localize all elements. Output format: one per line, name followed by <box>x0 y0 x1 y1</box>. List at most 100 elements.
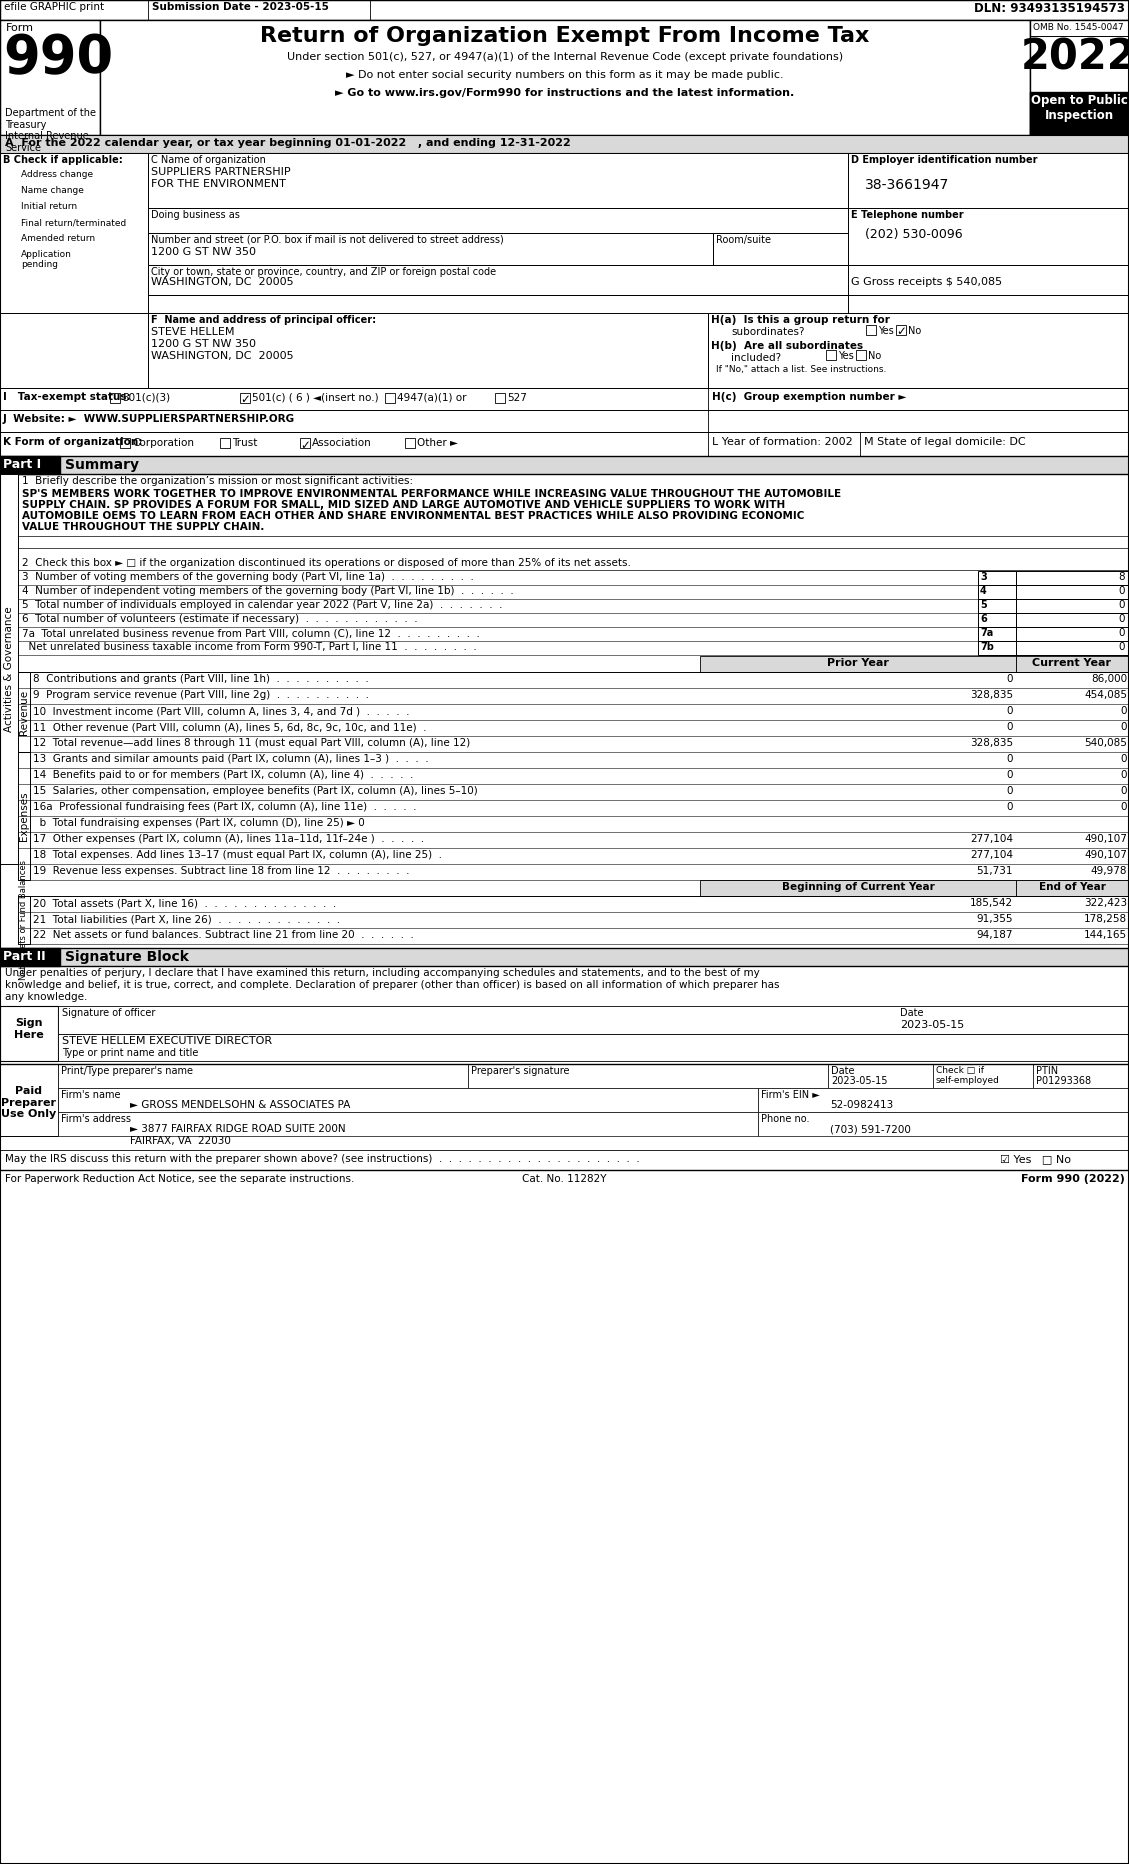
Bar <box>0 457 1129 473</box>
Bar <box>220 438 230 447</box>
Bar <box>714 233 848 265</box>
Bar <box>0 949 60 966</box>
Text: 0: 0 <box>1119 585 1124 596</box>
Text: J  Website: ►  WWW.SUPPLIERSPARTNERSHIP.ORG: J Website: ► WWW.SUPPLIERSPARTNERSHIP.OR… <box>3 414 295 423</box>
Text: 2023-05-15: 2023-05-15 <box>900 1020 964 1031</box>
Text: Beginning of Current Year: Beginning of Current Year <box>781 882 935 893</box>
Bar <box>700 880 1016 897</box>
Bar <box>58 1089 758 1113</box>
Text: 0: 0 <box>1120 787 1127 796</box>
Bar <box>18 673 30 751</box>
Text: ► GROSS MENDELSOHN & ASSOCIATES PA: ► GROSS MENDELSOHN & ASSOCIATES PA <box>130 1100 350 1109</box>
Text: C Name of organization: C Name of organization <box>151 155 265 166</box>
Text: Department of the
Treasury
Internal Revenue
Service: Department of the Treasury Internal Reve… <box>5 108 96 153</box>
Bar <box>978 570 1016 585</box>
Bar <box>700 656 1016 673</box>
Text: Return of Organization Exempt From Income Tax: Return of Organization Exempt From Incom… <box>261 26 869 47</box>
Text: I   Tax-exempt status:: I Tax-exempt status: <box>3 391 131 403</box>
Text: 10  Investment income (Part VIII, column A, lines 3, 4, and 7d )  .  .  .  .  .: 10 Investment income (Part VIII, column … <box>33 706 410 716</box>
Text: 14  Benefits paid to or for members (Part IX, column (A), line 4)  .  .  .  .  .: 14 Benefits paid to or for members (Part… <box>33 770 413 779</box>
Text: knowledge and belief, it is true, correct, and complete. Declaration of preparer: knowledge and belief, it is true, correc… <box>5 980 779 990</box>
Text: 490,107: 490,107 <box>1084 850 1127 859</box>
Bar <box>896 324 905 336</box>
Text: 3: 3 <box>980 572 987 582</box>
Bar <box>405 438 415 447</box>
Text: E Telephone number: E Telephone number <box>851 211 964 220</box>
Text: subordinates?: subordinates? <box>730 326 805 337</box>
Bar <box>148 265 848 295</box>
Bar <box>240 393 250 403</box>
Text: Sign
Here: Sign Here <box>15 1018 44 1040</box>
Text: 328,835: 328,835 <box>970 690 1013 701</box>
Bar <box>828 1064 933 1089</box>
Text: 12  Total revenue—add lines 8 through 11 (must equal Part VIII, column (A), line: 12 Total revenue—add lines 8 through 11 … <box>33 738 471 747</box>
Text: OMB No. 1545-0047: OMB No. 1545-0047 <box>1033 22 1123 32</box>
Text: Net unrelated business taxable income from Form 990-T, Part I, line 11  .  .  . : Net unrelated business taxable income fr… <box>21 641 476 652</box>
Text: 15  Salaries, other compensation, employee benefits (Part IX, column (A), lines : 15 Salaries, other compensation, employe… <box>33 787 478 796</box>
Bar <box>978 613 1016 626</box>
Text: Signature Block: Signature Block <box>65 951 189 964</box>
Text: 8: 8 <box>1119 572 1124 582</box>
Text: 0: 0 <box>1120 721 1127 733</box>
Text: 490,107: 490,107 <box>1084 833 1127 844</box>
Text: Type or print name and title: Type or print name and title <box>62 1048 199 1059</box>
Text: Application
pending: Application pending <box>21 250 72 270</box>
Bar <box>469 1064 828 1089</box>
Bar <box>0 134 1129 153</box>
Text: 0: 0 <box>1119 628 1124 637</box>
Bar <box>933 1064 1033 1089</box>
Bar <box>848 265 1129 295</box>
Text: Under penalties of perjury, I declare that I have examined this return, includin: Under penalties of perjury, I declare th… <box>5 967 760 979</box>
Text: 322,423: 322,423 <box>1084 898 1127 908</box>
Text: ► Do not enter social security numbers on this form as it may be made public.: ► Do not enter social security numbers o… <box>347 71 784 80</box>
Bar <box>0 457 60 473</box>
Text: 0: 0 <box>1119 600 1124 610</box>
Bar <box>58 1113 758 1135</box>
Text: 0: 0 <box>1120 706 1127 716</box>
Bar <box>866 324 876 336</box>
Text: 19  Revenue less expenses. Subtract line 18 from line 12  .  .  .  .  .  .  .  .: 19 Revenue less expenses. Subtract line … <box>33 867 410 876</box>
Bar <box>978 626 1016 641</box>
Text: Association: Association <box>312 438 371 447</box>
Text: 277,104: 277,104 <box>970 833 1013 844</box>
Text: F  Name and address of principal officer:: F Name and address of principal officer: <box>151 315 376 324</box>
Text: 4  Number of independent voting members of the governing body (Part VI, line 1b): 4 Number of independent voting members o… <box>21 585 514 596</box>
Text: Firm's EIN ►: Firm's EIN ► <box>761 1090 820 1100</box>
Text: 2023-05-15: 2023-05-15 <box>831 1076 887 1087</box>
Text: 11  Other revenue (Part VIII, column (A), lines 5, 6d, 8c, 9c, 10c, and 11e)  .: 11 Other revenue (Part VIII, column (A),… <box>33 721 427 733</box>
Text: Phone no.: Phone no. <box>761 1115 809 1124</box>
Bar <box>0 153 148 313</box>
Text: 0: 0 <box>1119 613 1124 624</box>
Text: 185,542: 185,542 <box>970 898 1013 908</box>
Text: SP'S MEMBERS WORK TOGETHER TO IMPROVE ENVIRONMENTAL PERFORMANCE WHILE INCREASING: SP'S MEMBERS WORK TOGETHER TO IMPROVE EN… <box>21 488 841 500</box>
Text: G Gross receipts $ 540,085: G Gross receipts $ 540,085 <box>851 278 1003 287</box>
Text: Expenses: Expenses <box>19 790 29 841</box>
Bar <box>978 598 1016 613</box>
Text: K Form of organization:: K Form of organization: <box>3 436 142 447</box>
Text: Name change: Name change <box>21 186 84 196</box>
Bar <box>18 897 30 943</box>
Text: Submission Date - 2023-05-15: Submission Date - 2023-05-15 <box>152 2 329 11</box>
Text: Firm's name: Firm's name <box>61 1090 121 1100</box>
Text: ► Go to www.irs.gov/Form990 for instructions and the latest information.: ► Go to www.irs.gov/Form990 for instruct… <box>335 88 795 99</box>
Text: May the IRS discuss this return with the preparer shown above? (see instructions: May the IRS discuss this return with the… <box>5 1154 640 1163</box>
Text: 454,085: 454,085 <box>1084 690 1127 701</box>
Bar <box>0 0 1129 21</box>
Text: AUTOMOBILE OEMS TO LEARN FROM EACH OTHER AND SHARE ENVIRONMENTAL BEST PRACTICES : AUTOMOBILE OEMS TO LEARN FROM EACH OTHER… <box>21 511 804 522</box>
Bar <box>1016 613 1129 626</box>
Text: Paid
Preparer
Use Only: Paid Preparer Use Only <box>1 1087 56 1118</box>
Text: 0: 0 <box>1006 706 1013 716</box>
Bar <box>1016 570 1129 585</box>
Bar <box>148 209 848 233</box>
Bar <box>758 1089 1129 1113</box>
Bar <box>1016 656 1129 673</box>
Text: Form: Form <box>6 22 34 34</box>
Bar <box>148 233 714 265</box>
Text: 51,731: 51,731 <box>977 867 1013 876</box>
Bar <box>120 438 130 447</box>
Text: Doing business as: Doing business as <box>151 211 239 220</box>
Text: Form 990 (2022): Form 990 (2022) <box>1021 1174 1124 1184</box>
Text: Yes: Yes <box>878 326 894 336</box>
Text: Amended return: Amended return <box>21 235 95 242</box>
Text: Address change: Address change <box>21 170 93 179</box>
